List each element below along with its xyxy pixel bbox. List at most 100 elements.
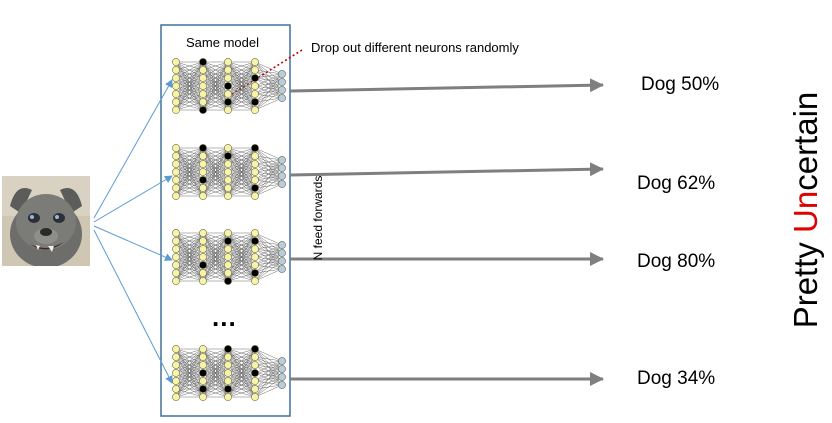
neuron: [199, 192, 207, 200]
output-neuron: [278, 241, 286, 249]
neuron: [224, 184, 232, 192]
connection: [202, 61, 229, 87]
connection: [254, 97, 283, 111]
connection: [202, 61, 229, 95]
dropped-neuron: [251, 345, 259, 353]
connection: [227, 171, 256, 197]
neuron: [224, 245, 232, 253]
output-neuron: [278, 257, 286, 265]
output-neuron: [278, 265, 286, 273]
feed-forwards-label: N feed forwards: [311, 175, 325, 261]
neuron: [224, 160, 232, 168]
neuron: [251, 261, 259, 269]
dropped-neuron: [199, 58, 207, 66]
connection: [175, 101, 204, 111]
connection: [202, 61, 229, 79]
connection: [175, 61, 204, 111]
connection: [175, 232, 204, 282]
dropped-neuron: [199, 144, 207, 152]
connection: [254, 348, 283, 362]
verdict-prefix: Pretty: [787, 232, 824, 329]
neuron: [172, 229, 180, 237]
connection: [202, 61, 229, 103]
input-arrows: [93, 79, 173, 384]
connection: [175, 264, 204, 282]
prediction-label: Dog 50%: [641, 74, 720, 95]
neuron: [251, 393, 259, 401]
connection: [227, 348, 256, 374]
connection: [227, 147, 256, 197]
neuron: [251, 361, 259, 369]
neuron: [172, 168, 180, 176]
connection: [202, 264, 229, 282]
connection: [254, 360, 283, 366]
neuron: [224, 369, 232, 377]
neuron: [224, 144, 232, 152]
connection: [202, 171, 229, 197]
connection: [254, 147, 283, 161]
connection: [227, 240, 256, 282]
connection: [227, 348, 256, 382]
connection: [202, 147, 229, 197]
connection: [227, 232, 256, 274]
connection: [202, 155, 229, 197]
neuron: [172, 237, 180, 245]
neuron: [172, 184, 180, 192]
dropped-neuron: [199, 106, 207, 114]
output-neuron: [278, 78, 286, 86]
neuron: [224, 58, 232, 66]
connection: [175, 61, 204, 71]
neuron: [199, 277, 207, 285]
connection: [254, 183, 283, 197]
neuron: [172, 345, 180, 353]
input-arrow: [93, 229, 173, 384]
neuron: [172, 144, 180, 152]
connection: [175, 348, 204, 398]
connection: [202, 348, 229, 390]
connection: [175, 240, 204, 282]
connection: [175, 256, 204, 282]
connection: [227, 147, 256, 165]
neuron: [224, 377, 232, 385]
connection: [254, 73, 283, 111]
connection: [227, 248, 256, 282]
connection: [227, 77, 256, 111]
connection: [227, 85, 256, 111]
connection: [227, 93, 256, 111]
connection: [175, 61, 204, 103]
neuron: [172, 176, 180, 184]
neuron: [172, 66, 180, 74]
output-neuron: [278, 156, 286, 164]
connection: [202, 388, 229, 398]
connection: [254, 260, 283, 282]
dog-photo: [2, 176, 90, 266]
neuron: [199, 66, 207, 74]
connection: [227, 232, 256, 266]
connection: [202, 93, 229, 111]
output-arrows: [289, 78, 604, 386]
connection: [254, 244, 283, 282]
connection: [202, 380, 229, 398]
connection: [175, 272, 204, 282]
connection: [202, 187, 229, 197]
dropped-neuron: [251, 144, 259, 152]
connection: [254, 232, 283, 246]
neuron: [251, 176, 259, 184]
connection: [202, 256, 229, 282]
dropped-neuron: [251, 184, 259, 192]
verdict-suffix: certain: [787, 91, 824, 191]
connection: [175, 187, 204, 197]
neuron: [199, 152, 207, 160]
neuron: [251, 277, 259, 285]
neuron: [251, 58, 259, 66]
model-title: Same model: [186, 35, 259, 50]
neuron: [172, 160, 180, 168]
connection: [227, 187, 256, 197]
connection: [227, 61, 256, 95]
connection: [254, 69, 283, 75]
output-neuron: [278, 172, 286, 180]
connection: [202, 147, 229, 157]
dropped-neuron: [199, 385, 207, 393]
connection: [227, 380, 256, 398]
